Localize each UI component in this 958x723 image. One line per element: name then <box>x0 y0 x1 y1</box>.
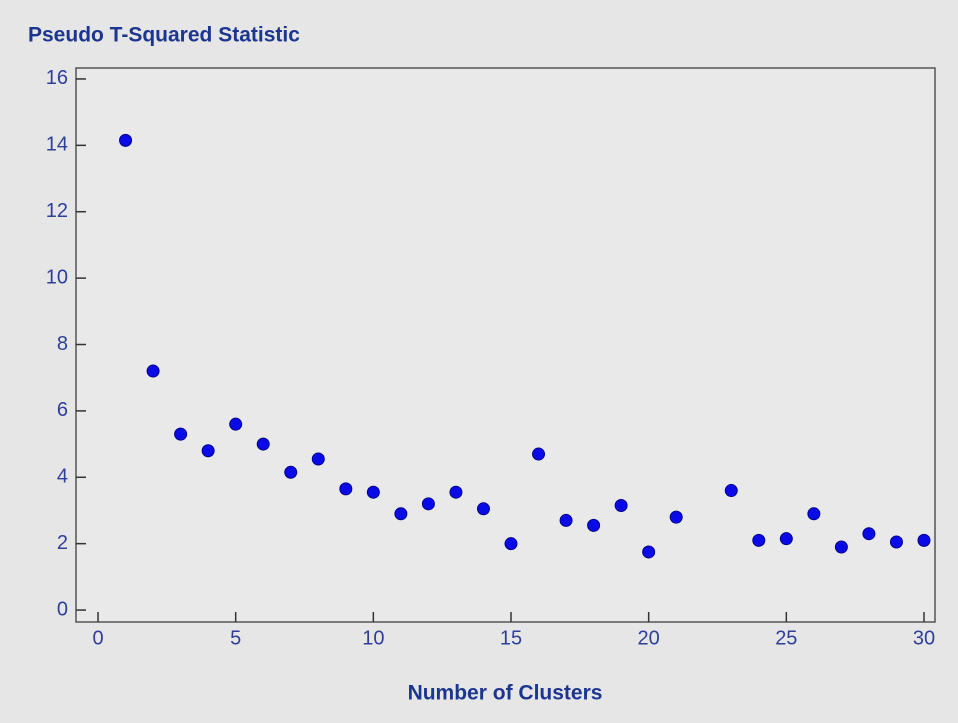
point <box>146 364 160 378</box>
x-tick-label: 0 <box>92 627 103 649</box>
point <box>339 482 353 496</box>
point <box>311 452 325 466</box>
y-tick-label: 16 <box>46 67 68 89</box>
x-tick-label: 20 <box>638 627 660 649</box>
point <box>476 502 490 516</box>
y-tick-label: 6 <box>57 399 68 421</box>
point <box>394 507 408 521</box>
x-tick-label: 25 <box>775 627 797 649</box>
point <box>174 427 188 441</box>
point <box>779 532 793 546</box>
point <box>449 485 463 499</box>
y-tick-label: 8 <box>57 333 68 355</box>
x-axis-label: Number of Clusters <box>408 682 603 705</box>
point <box>256 437 270 451</box>
y-tick-label: 14 <box>46 134 68 156</box>
y-tick-label: 12 <box>46 200 68 222</box>
y-tick-label: 10 <box>46 266 68 288</box>
point <box>284 465 298 479</box>
point <box>421 497 435 511</box>
point <box>889 535 903 549</box>
point <box>119 133 133 147</box>
point <box>366 485 380 499</box>
point <box>587 518 601 532</box>
x-tick-label: 5 <box>230 627 241 649</box>
point <box>201 444 215 458</box>
point <box>807 507 821 521</box>
x-tick-label: 30 <box>913 627 935 649</box>
x-tick-label: 10 <box>362 627 384 649</box>
point <box>917 533 931 547</box>
y-tick-label: 0 <box>57 598 68 620</box>
y-tick-label: 2 <box>57 532 68 554</box>
chart-title: Pseudo T-Squared Statistic <box>28 24 300 47</box>
point <box>669 510 683 524</box>
point <box>752 533 766 547</box>
point <box>559 513 573 527</box>
point <box>229 417 243 431</box>
point <box>862 527 876 541</box>
plot-area <box>75 67 936 623</box>
point <box>724 484 738 498</box>
point <box>532 447 546 461</box>
point <box>642 545 656 559</box>
y-tick-label: 4 <box>57 466 68 488</box>
point <box>834 540 848 554</box>
point <box>504 537 518 551</box>
point <box>614 498 628 512</box>
x-tick-label: 15 <box>500 627 522 649</box>
